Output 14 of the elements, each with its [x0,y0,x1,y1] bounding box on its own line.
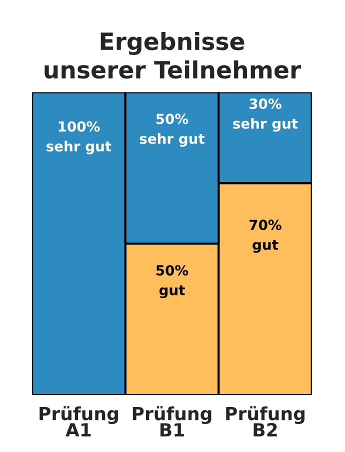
x-tick-label: Prüfung A1 [40,406,118,436]
text: sehr gut [46,140,112,154]
series-label: gut [252,240,278,253]
text: sehr gut [140,133,205,147]
data-label: 30% [250,98,282,110]
chart-title: Ergebnisse unserer Teilnehmer [44,32,302,79]
text: gut [159,285,185,298]
x-tick-label: Prüfung B1 [132,406,212,436]
data-label: 100% [58,121,100,132]
data-label: 50% [156,114,188,124]
x-tick-label: Prüfung B2 [226,406,304,436]
series-label: sehr gut [233,118,298,132]
data-label: 70% [250,220,282,230]
data-label: 50% [156,265,188,276]
